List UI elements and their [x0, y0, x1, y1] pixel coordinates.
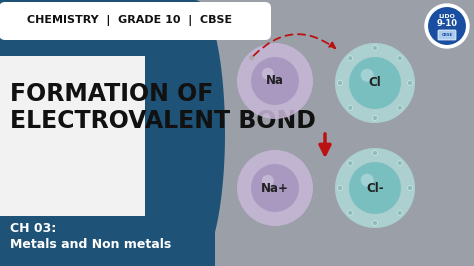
- Circle shape: [397, 210, 402, 215]
- Circle shape: [262, 68, 274, 80]
- Circle shape: [337, 185, 343, 190]
- Circle shape: [373, 45, 377, 51]
- Bar: [195, 0, 474, 266]
- Text: 9-10: 9-10: [437, 19, 457, 28]
- Circle shape: [425, 4, 469, 48]
- FancyBboxPatch shape: [438, 30, 456, 40]
- Circle shape: [237, 43, 313, 119]
- Text: LIDO: LIDO: [438, 14, 456, 19]
- Circle shape: [348, 56, 353, 61]
- Bar: [0, 56, 215, 216]
- Circle shape: [237, 150, 313, 226]
- Circle shape: [251, 164, 299, 212]
- Circle shape: [397, 56, 402, 61]
- Circle shape: [249, 55, 254, 60]
- Circle shape: [361, 69, 374, 82]
- Circle shape: [262, 175, 274, 187]
- Text: Metals and Non metals: Metals and Non metals: [10, 238, 171, 251]
- Text: CHEMISTRY  |  GRADE 10  |  CBSE: CHEMISTRY | GRADE 10 | CBSE: [27, 15, 233, 27]
- Text: FORMATION OF: FORMATION OF: [10, 82, 213, 106]
- Circle shape: [373, 221, 377, 226]
- Circle shape: [408, 81, 412, 85]
- Circle shape: [427, 6, 467, 46]
- Circle shape: [397, 105, 402, 110]
- Circle shape: [335, 43, 415, 123]
- Circle shape: [335, 148, 415, 228]
- Circle shape: [348, 210, 353, 215]
- Circle shape: [361, 174, 374, 187]
- Circle shape: [348, 105, 353, 110]
- Circle shape: [349, 162, 401, 214]
- Circle shape: [408, 185, 412, 190]
- Polygon shape: [145, 0, 225, 266]
- Circle shape: [337, 81, 343, 85]
- Text: CBSE: CBSE: [441, 34, 453, 38]
- Circle shape: [348, 161, 353, 166]
- Bar: [0, 0, 195, 36]
- Circle shape: [373, 151, 377, 156]
- Circle shape: [373, 115, 377, 120]
- Text: Na+: Na+: [261, 181, 289, 194]
- Text: Cl: Cl: [369, 77, 382, 89]
- Circle shape: [349, 57, 401, 109]
- Text: Cl-: Cl-: [366, 181, 384, 194]
- Circle shape: [397, 161, 402, 166]
- Text: Na: Na: [266, 74, 284, 88]
- Circle shape: [251, 57, 299, 105]
- Bar: [0, 216, 215, 266]
- Text: ELECTROVALENT BOND: ELECTROVALENT BOND: [10, 109, 316, 133]
- Text: CH 03:: CH 03:: [10, 222, 56, 235]
- FancyBboxPatch shape: [0, 2, 271, 40]
